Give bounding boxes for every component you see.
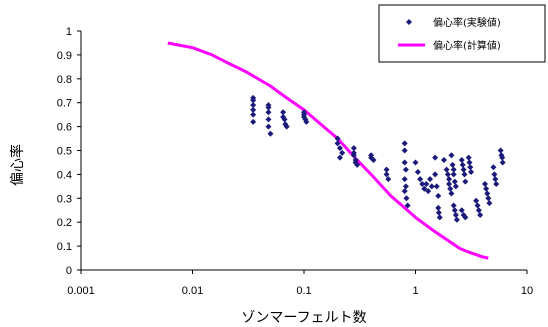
x-tick-label: 0.01 xyxy=(182,285,203,297)
y-tick-label: 0.4 xyxy=(57,169,72,181)
legend-label-experimental: 偏心率(実験値) xyxy=(433,16,501,29)
y-tick-label: 0.1 xyxy=(57,241,72,253)
y-tick-label: 0.6 xyxy=(57,122,72,134)
x-tick-label: 0.1 xyxy=(296,285,311,297)
y-tick-label: 1 xyxy=(66,26,72,38)
legend-box xyxy=(379,5,545,62)
x-axis-title: ゾンマーフェルト数 xyxy=(241,310,366,326)
y-tick-label: 0.5 xyxy=(57,146,72,158)
y-axis-title: 偏心率 xyxy=(9,144,26,186)
y-tick-label: 0.9 xyxy=(57,50,72,62)
x-tick-label: 10 xyxy=(521,285,533,297)
y-tick-label: 0.7 xyxy=(57,98,72,110)
y-tick-label: 0.3 xyxy=(57,193,72,205)
y-tick-label: 0 xyxy=(66,265,72,277)
y-tick-label: 0.2 xyxy=(57,217,72,229)
x-tick-label: 1 xyxy=(412,285,418,297)
x-tick-label: 0.001 xyxy=(67,285,95,297)
legend-label-calculated: 偏心率(計算値) xyxy=(433,39,501,52)
y-tick-label: 0.8 xyxy=(57,74,72,86)
legend: 偏心率(実験値) 偏心率(計算値) xyxy=(379,5,545,62)
